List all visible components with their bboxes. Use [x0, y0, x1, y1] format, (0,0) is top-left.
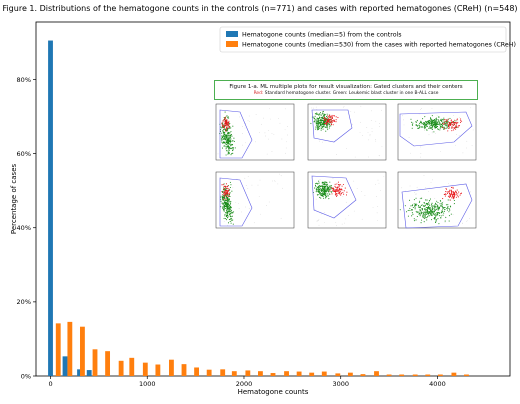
bar-creh-31	[451, 372, 457, 376]
scatter-panel-2	[304, 102, 388, 166]
scatter-plot	[307, 103, 387, 161]
bar-creh-0	[55, 323, 61, 376]
figure-title: Figure 1. Distributions of the hematogon…	[2, 4, 518, 13]
bar-creh-25	[374, 371, 379, 376]
bar-creh-23	[347, 372, 353, 376]
x-tick-label-4: 4000	[429, 380, 446, 388]
bar-creh-18	[284, 371, 289, 376]
bar-creh-5	[118, 360, 124, 376]
x-tick-label-0: 0	[48, 380, 52, 388]
bar-creh-7	[142, 362, 148, 376]
bar-creh-13	[220, 369, 226, 376]
scatter-plot	[215, 103, 295, 161]
legend-swatch-controls	[226, 31, 238, 37]
scatter-panel-5	[304, 170, 388, 234]
inset-subtitle-red: Red:	[253, 91, 264, 96]
bar-creh-17	[270, 373, 276, 376]
x-tick-label-2: 2000	[236, 380, 253, 388]
y-axis: 0% 20% 40% 60% 80%	[17, 76, 36, 380]
y-tick-label-1: 20%	[17, 298, 31, 306]
bar-creh-6	[129, 357, 135, 376]
legend-box	[219, 26, 507, 53]
inset-subtitle-rest: Standard hematogone cluster. Green: Leuk…	[263, 91, 439, 96]
bars-layer	[48, 40, 469, 377]
bar-creh-15	[245, 370, 251, 376]
bar-creh-20	[309, 372, 315, 376]
x-tick-label-1: 1000	[139, 380, 156, 388]
y-tick-label-4: 80%	[17, 76, 31, 84]
bar-controls-3	[86, 370, 92, 376]
scatter-plot	[397, 103, 477, 161]
legend-label-controls: Hematogone counts (median=5) from the co…	[242, 32, 402, 39]
legend: Hematogone counts (median=5) from the co…	[219, 26, 516, 53]
bar-creh-10	[181, 364, 187, 376]
bar-creh-29	[425, 374, 431, 376]
legend-label-creh: Hematogone counts (median=530) from the …	[242, 42, 516, 49]
bar-creh-19	[296, 371, 302, 376]
x-axis-label: Hematogone counts	[238, 388, 309, 396]
inset-figure: Figure 1-a. ML multiple plots for result…	[208, 80, 484, 240]
x-tick-label-3: 3000	[332, 380, 349, 388]
scatter-plot	[307, 171, 387, 229]
bar-creh-30	[437, 374, 443, 376]
scatter-panel-3	[394, 102, 478, 166]
scatter-panel-6	[394, 170, 478, 234]
bar-creh-3	[92, 349, 98, 376]
bar-controls-0	[48, 40, 53, 377]
y-axis-label: Percentage of cases	[10, 163, 18, 234]
inset-title: Figure 1-a. ML multiple plots for result…	[229, 84, 463, 90]
bar-creh-32	[464, 374, 469, 376]
bar-creh-12	[206, 369, 212, 376]
bar-creh-11	[194, 367, 199, 376]
bar-creh-1	[67, 321, 73, 376]
bar-creh-27	[399, 374, 405, 376]
inset-caption-box: Figure 1-a. ML multiple plots for result…	[214, 80, 478, 100]
bar-creh-22	[335, 373, 341, 376]
bar-creh-9	[169, 359, 174, 376]
bar-controls-1	[62, 356, 68, 376]
scatter-panel-4	[212, 170, 296, 234]
x-axis: 0 1000 2000 3000 4000	[48, 376, 446, 388]
bar-creh-16	[258, 371, 263, 376]
bar-controls-2	[77, 369, 82, 376]
bar-creh-8	[155, 364, 161, 376]
y-tick-label-0: 0%	[21, 372, 31, 380]
bar-creh-26	[386, 374, 392, 376]
y-tick-label-3: 60%	[17, 150, 31, 158]
bar-creh-14	[231, 371, 237, 376]
legend-swatch-creh	[226, 41, 238, 47]
scatter-panel-1	[212, 102, 296, 166]
bar-creh-21	[321, 371, 327, 376]
scatter-plot	[215, 171, 295, 229]
bar-creh-24	[360, 374, 366, 376]
bar-creh-2	[80, 326, 85, 376]
bar-creh-4	[105, 351, 111, 376]
y-tick-label-2: 40%	[17, 224, 31, 232]
inset-subtitle: Red: Standard hematogone cluster. Green:…	[215, 91, 477, 97]
bar-creh-28	[412, 374, 418, 376]
scatter-plot	[397, 171, 477, 229]
